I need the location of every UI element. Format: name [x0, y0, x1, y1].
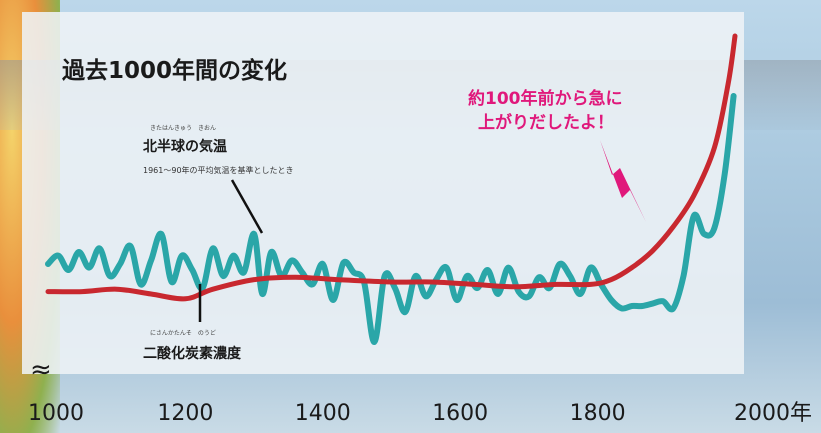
co2-ruby: にさんかたんそ のうど [150, 329, 216, 337]
chart-title: 過去1000年間の変化 [62, 57, 287, 84]
x-tick-label: 1400 [295, 401, 351, 426]
callout-line-2: 上がりだしたよ！ [478, 112, 614, 133]
x-tick-label: 1800 [570, 401, 626, 426]
callout-line-1: 約100年前から急に [468, 88, 623, 109]
temp-ruby: きたはんきゅう きおん [150, 125, 216, 132]
x-tick-label: 1000 [28, 401, 84, 426]
x-tick-label: 1200 [157, 401, 213, 426]
x-tick-label: 1600 [432, 401, 488, 426]
temp-series-note: 1961～90年の平均気温を基準としたとき [143, 165, 294, 175]
co2-series-line [45, 33, 738, 302]
temperature-series-line [45, 93, 737, 346]
callout-annotation: 約100年前から急に 上がりだしたよ！ [468, 88, 646, 222]
temp-leader-line [230, 179, 264, 234]
axis-break-mark: ≈ [30, 355, 52, 385]
callout-arrow [600, 140, 646, 222]
x-tick-label: 2000年 [734, 401, 812, 426]
temp-series-label: 北半球の気温 [143, 138, 227, 155]
co2-series-label: 二酸化炭素濃度 [143, 345, 242, 362]
